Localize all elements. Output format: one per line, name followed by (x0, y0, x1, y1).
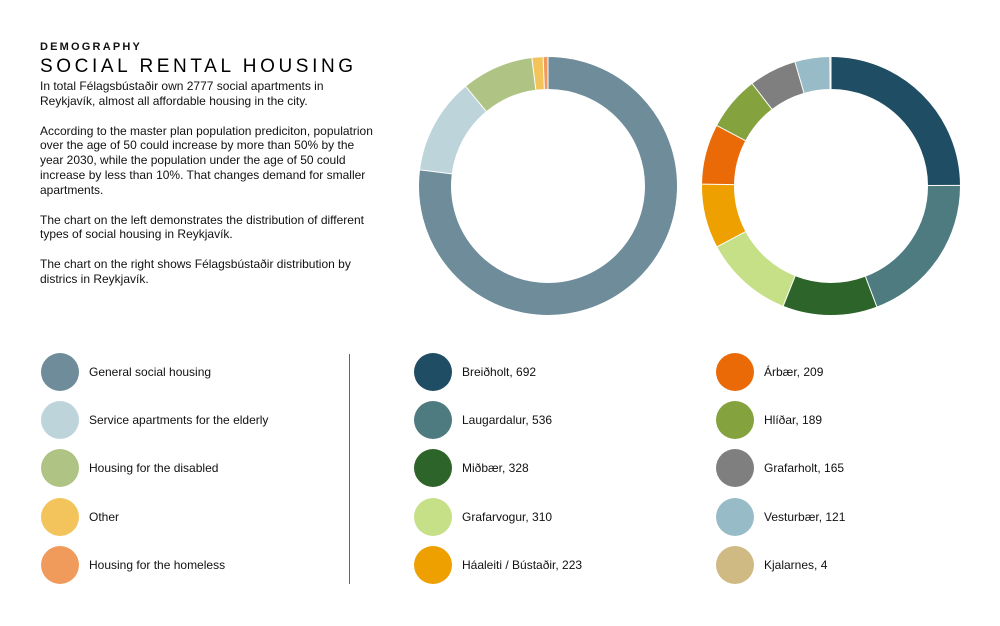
legend-label: Laugardalur, 536 (462, 413, 553, 427)
legend-item-hlidar: Hlíðar, 189 (716, 400, 822, 440)
legend-item-other: Other (41, 497, 119, 537)
legend-swatch (414, 498, 452, 536)
legend-item-breidholt: Breiðholt, 692 (414, 352, 536, 392)
districts-slice-separator (715, 124, 747, 142)
districts-slice-grafarvogur (717, 231, 796, 306)
intro-text: In total Félagsbústaðir own 2777 social … (40, 79, 380, 302)
legend-swatch (414, 353, 452, 391)
legend-swatch (41, 449, 79, 487)
legend-swatch (41, 353, 79, 391)
districts-slice-h-aleiti-b-sta-ir (702, 184, 746, 247)
legend-label: Vesturbær, 121 (764, 510, 846, 524)
legend-label: Housing for the disabled (89, 461, 219, 475)
districts-slice-mi-b-r (783, 275, 877, 315)
legend-item-midbaer: Miðbær, 328 (414, 448, 529, 488)
districts-slice-grafarholt (752, 62, 805, 110)
legend-swatch (41, 401, 79, 439)
legend-swatch (716, 449, 754, 487)
districts-slice-separator (716, 230, 747, 248)
intro-paragraph-4: The chart on the right shows Félagsbústa… (40, 257, 351, 286)
types-slice-separator (542, 56, 545, 91)
legend-swatch (716, 546, 754, 584)
districts-slice-separator (794, 61, 805, 94)
legend-swatch (716, 401, 754, 439)
legend-item-laugardalur: Laugardalur, 536 (414, 400, 552, 440)
legend-item-general: General social housing (41, 352, 211, 392)
legend-swatch (41, 498, 79, 536)
legend-item-homeless: Housing for the homeless (41, 545, 225, 585)
legend-label: Grafarholt, 165 (764, 461, 845, 475)
legend-divider (349, 354, 350, 584)
legend-label: Háaleiti / Bústaðir, 223 (462, 558, 583, 572)
legend-swatch (716, 498, 754, 536)
legend-swatch (414, 401, 452, 439)
legend-item-vesturbaer: Vesturbær, 121 (716, 497, 845, 537)
intro-paragraph-3: The chart on the left demonstrates the d… (40, 212, 364, 242)
legend-label: Service apartments for the elderly (89, 413, 269, 427)
legend-label: Grafarvogur, 310 (462, 510, 553, 524)
districts-slice-brei-holt (830, 57, 960, 186)
districts-slice-laugardalur (865, 185, 960, 307)
legend-label: General social housing (89, 365, 212, 379)
legend-label: Hlíðar, 189 (764, 413, 823, 427)
intro-paragraph-1: In total Félagsbústaðir own 2777 social … (40, 79, 324, 108)
districts-slice-separator (864, 275, 878, 308)
intro-paragraph-2: According to the master plan population … (40, 123, 373, 197)
legend-swatch (716, 353, 754, 391)
legend-item-haaleiti: Háaleiti / Bústaðir, 223 (414, 545, 582, 585)
districts-slice--rb-r (702, 125, 746, 186)
legend-label: Other (89, 510, 120, 524)
legend-label: Housing for the homeless (89, 558, 226, 572)
types-slice-general-social-housing (419, 57, 677, 315)
legend-swatch (414, 546, 452, 584)
legend-label: Árbær, 209 (764, 365, 824, 379)
legend-swatch (414, 449, 452, 487)
districts-slice-separator (782, 275, 796, 307)
districts-slice-vesturb-r (795, 57, 831, 93)
types-slice-separator (418, 169, 453, 175)
legend-label: Breiðholt, 692 (462, 365, 537, 379)
legend-item-arbaer: Árbær, 209 (716, 352, 823, 392)
section-kicker: DEMOGRAPHY (40, 41, 143, 53)
legend-swatch (41, 546, 79, 584)
legend-item-grafarholt: Grafarholt, 165 (716, 448, 844, 488)
types-slice-separator (531, 56, 537, 91)
legend-item-grafarvogur: Grafarvogur, 310 (414, 497, 552, 537)
legend-label: Kjalarnes, 4 (764, 558, 828, 572)
types-slice-service-apartments-for-the-elderly (420, 86, 487, 175)
legend-item-kjalarnes: Kjalarnes, 4 (716, 545, 827, 585)
districts-slice-hl-ar (716, 83, 773, 142)
types-slice-housing-for-the-disabled (465, 58, 537, 112)
types-slice-separator (464, 85, 488, 113)
legend-item-elderly: Service apartments for the elderly (41, 400, 268, 440)
page-title: SOCIAL RENTAL HOUSING (40, 56, 357, 77)
districts-slice-separator (751, 82, 773, 111)
legend-item-disabled: Housing for the disabled (41, 448, 218, 488)
legend-label: Miðbær, 328 (462, 461, 529, 475)
